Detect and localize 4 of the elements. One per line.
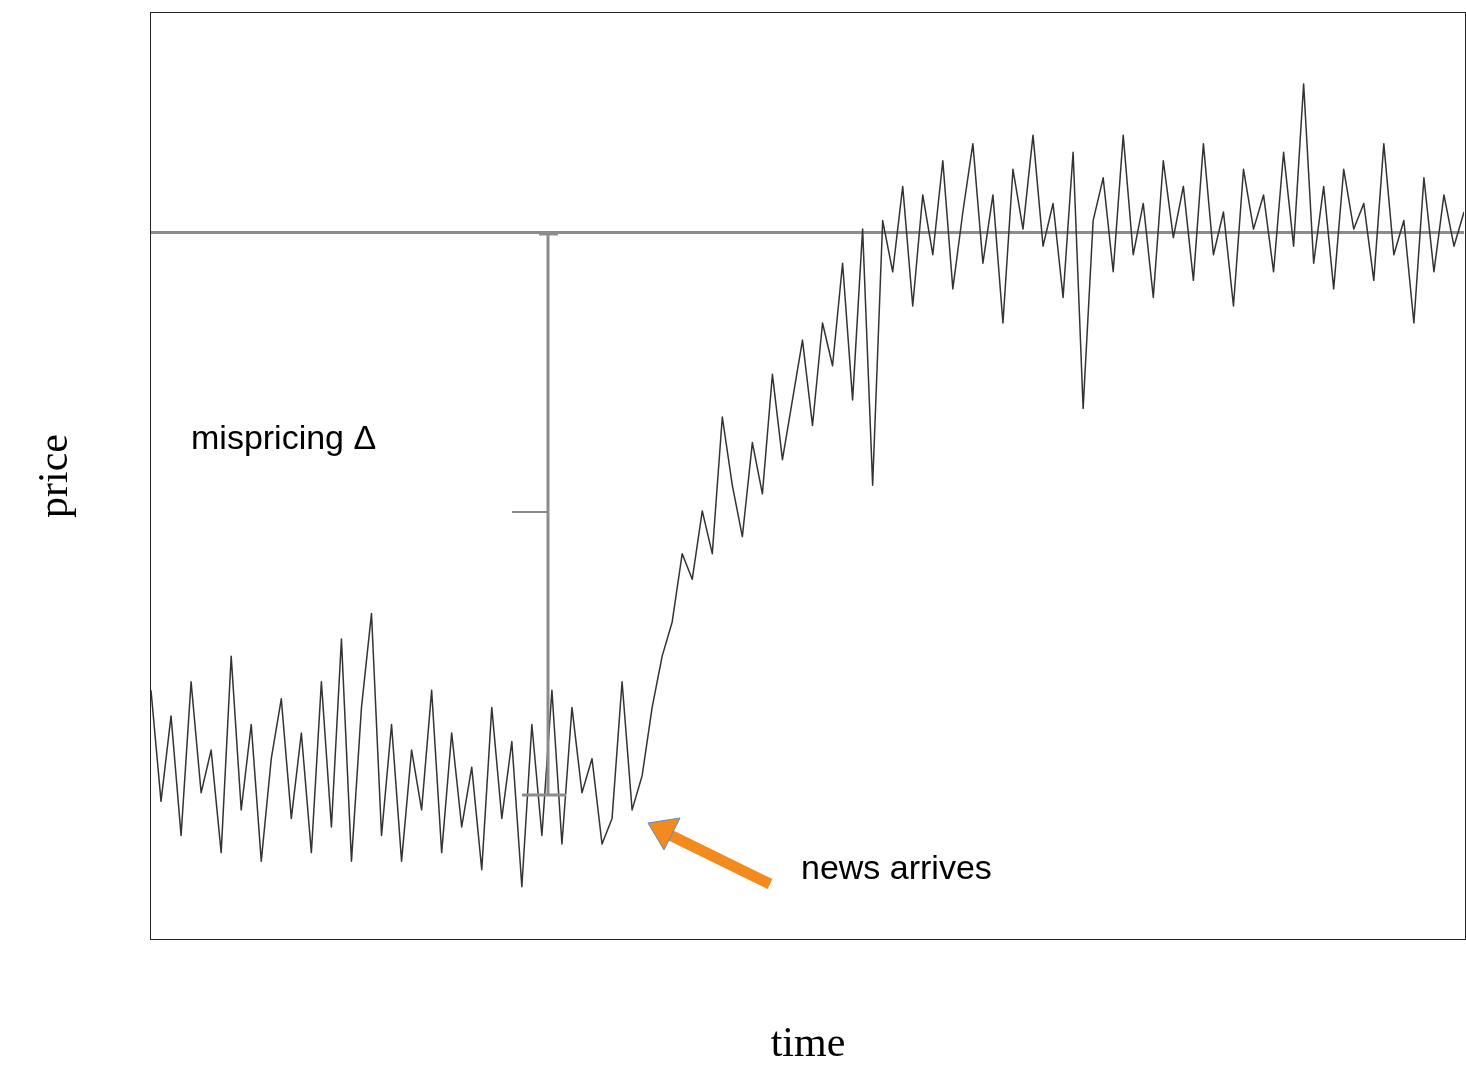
x-axis-title: time — [769, 1018, 847, 1066]
annotation: mispricing Δ — [191, 418, 377, 457]
annotation: news arrives — [801, 848, 992, 887]
y-axis-title: price — [29, 434, 77, 518]
